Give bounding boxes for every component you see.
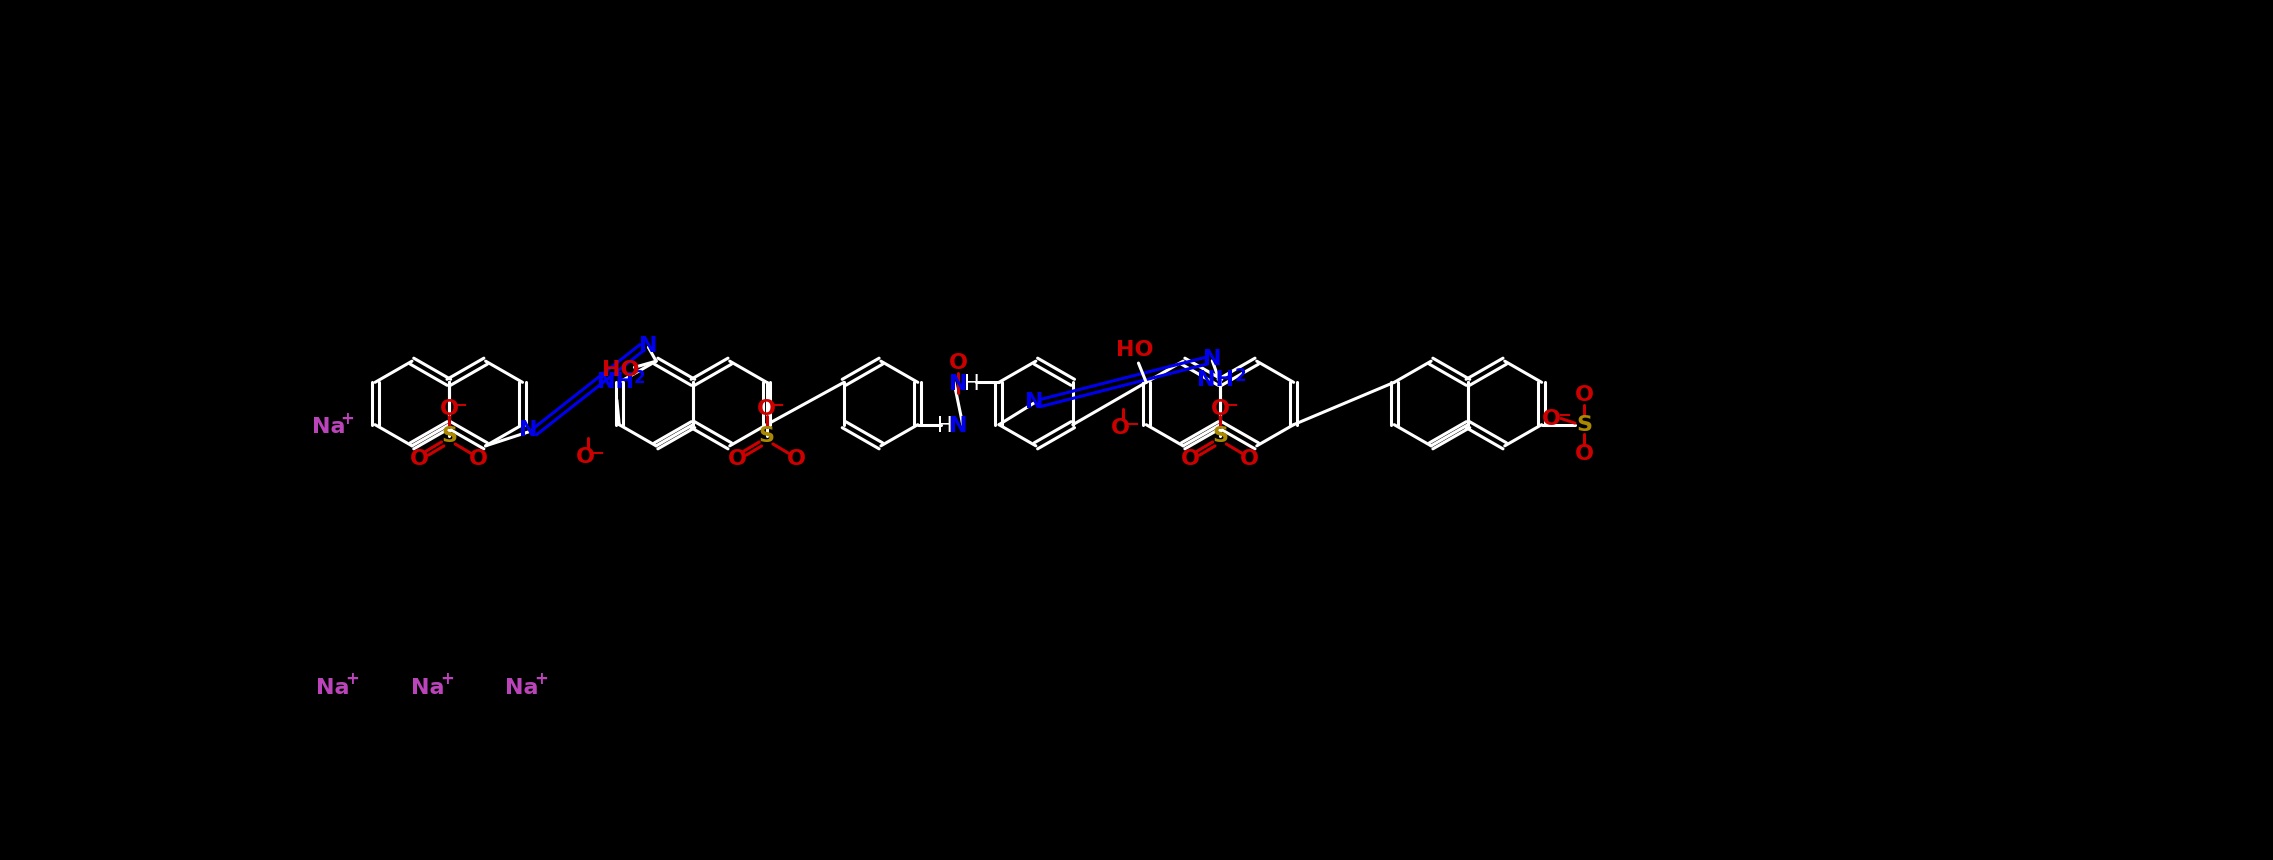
Text: −: − — [452, 395, 466, 413]
Text: +: + — [341, 410, 355, 428]
Text: S: S — [1212, 427, 1227, 446]
Text: N: N — [1025, 391, 1043, 412]
Text: O: O — [1212, 398, 1230, 419]
Text: O: O — [1241, 449, 1259, 470]
Text: O: O — [1543, 408, 1562, 428]
Text: O: O — [1111, 418, 1130, 438]
Text: O: O — [575, 446, 596, 467]
Text: H: H — [964, 374, 980, 394]
Text: N: N — [639, 335, 657, 356]
Text: N: N — [1202, 349, 1221, 369]
Text: 2: 2 — [1234, 367, 1246, 385]
Text: N: N — [950, 374, 968, 394]
Text: −: − — [1125, 415, 1139, 432]
Text: S: S — [441, 427, 457, 446]
Text: N: N — [948, 416, 968, 436]
Text: −: − — [1223, 395, 1239, 413]
Text: NH: NH — [1198, 370, 1234, 390]
Text: +: + — [441, 670, 455, 688]
Text: Na: Na — [316, 679, 350, 698]
Text: O: O — [409, 449, 430, 470]
Text: H: H — [936, 416, 952, 436]
Text: −: − — [591, 443, 605, 461]
Text: +: + — [345, 670, 359, 688]
Text: Na: Na — [505, 679, 539, 698]
Text: N: N — [518, 421, 536, 440]
Text: NH: NH — [598, 372, 634, 392]
Text: O: O — [468, 449, 489, 470]
Text: O: O — [1575, 444, 1593, 464]
Text: −: − — [1557, 405, 1571, 423]
Text: O: O — [948, 353, 968, 373]
Text: HO: HO — [602, 360, 641, 380]
Text: S: S — [1575, 415, 1593, 434]
Text: S: S — [759, 427, 775, 446]
Text: O: O — [1182, 449, 1200, 470]
Text: 2: 2 — [634, 370, 646, 388]
Text: O: O — [439, 398, 459, 419]
Text: HO: HO — [1116, 340, 1152, 360]
Text: Na: Na — [411, 679, 443, 698]
Text: O: O — [1575, 385, 1593, 405]
Text: −: − — [771, 395, 784, 413]
Text: Na: Na — [311, 416, 345, 437]
Text: +: + — [534, 670, 548, 688]
Text: O: O — [757, 398, 775, 419]
Text: O: O — [786, 449, 805, 470]
Text: O: O — [727, 449, 748, 470]
